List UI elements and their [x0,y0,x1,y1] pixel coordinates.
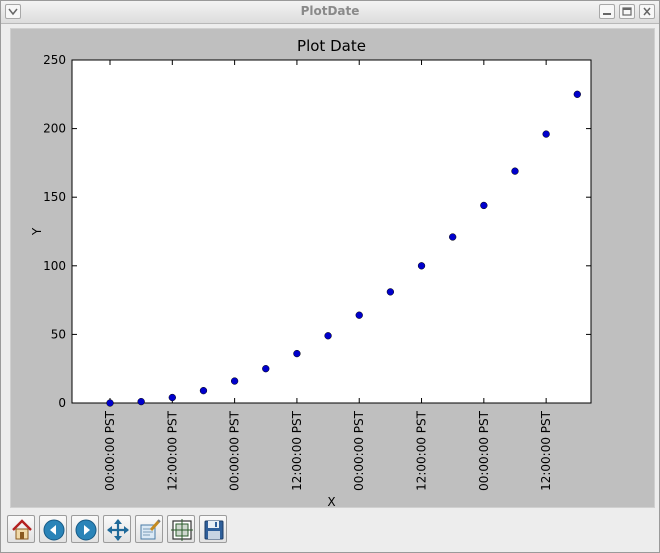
data-point [417,262,426,270]
y-axis-ticks: 0 50 100 150 200 250 [43,53,591,410]
chevron-down-icon [8,8,18,16]
x-tick-label: 12:00:00 PST [415,410,429,491]
y-tick-label: 250 [43,53,66,67]
data-point [542,130,550,138]
minimize-icon [603,13,611,15]
data-point [573,90,581,98]
data-point [355,311,363,319]
data-point [168,393,176,402]
close-icon [643,7,651,16]
y-tick-label: 200 [43,122,66,136]
data-point [293,349,301,358]
x-tick-label: 00:00:00 PST [228,410,242,491]
data-points [106,90,581,407]
data-point [262,365,270,373]
configure-subplots-button[interactable] [167,515,195,543]
pan-button[interactable] [103,515,131,543]
data-point [137,397,145,406]
data-point [386,288,395,296]
figure-canvas[interactable]: Plot Date X Y 0 50 100 150 200 250 00:00:00 P… [10,28,655,508]
navigation-toolbar [7,515,657,547]
maximize-button[interactable] [619,4,635,19]
forward-button[interactable] [71,515,99,543]
x-tick-label: 00:00:00 PST [103,410,117,491]
x-tick-label: 12:00:00 PST [165,410,179,491]
title-bar[interactable]: PlotDate [1,1,659,24]
data-point [511,167,519,175]
home-button[interactable] [7,515,35,543]
home-icon [12,519,32,540]
axes-background [71,59,592,404]
window-menu-button[interactable] [5,4,21,19]
y-tick-label: 0 [58,396,66,410]
x-tick-label: 00:00:00 PST [352,410,366,491]
data-point [449,233,457,241]
back-button[interactable] [39,515,67,543]
close-button[interactable] [639,4,655,19]
y-tick-label: 150 [43,190,66,204]
maximize-icon [622,7,632,16]
back-arrow-icon [43,519,65,541]
x-axis-ticks: 00:00:00 PST 12:00:00 PST 00:00:00 PST 12:0… [103,60,553,491]
plot-area: Plot Date X Y 0 50 100 150 200 250 00:00:00 P… [30,37,592,507]
zoom-to-rect-button[interactable] [135,515,163,543]
y-tick-label: 100 [43,259,66,273]
save-button[interactable] [199,515,227,543]
x-tick-label: 12:00:00 PST [290,410,304,491]
data-point [230,377,239,385]
floppy-disk-icon [204,520,224,540]
x-tick-label: 00:00:00 PST [477,410,491,491]
data-point [480,201,488,210]
y-tick-label: 50 [51,327,66,341]
minimize-button[interactable] [599,4,615,19]
chart-title: Plot Date [297,37,366,55]
forward-arrow-icon [75,519,97,541]
zoom-rect-icon [140,519,161,540]
move-icon [107,519,129,541]
x-axis-label: X [327,495,335,507]
x-tick-label: 12:00:00 PST [539,410,553,491]
data-point [106,399,114,407]
y-axis-label: Y [30,227,44,236]
window-title: PlotDate [300,4,360,18]
subplots-icon [171,519,193,541]
data-point [324,332,332,340]
data-point [199,387,208,395]
